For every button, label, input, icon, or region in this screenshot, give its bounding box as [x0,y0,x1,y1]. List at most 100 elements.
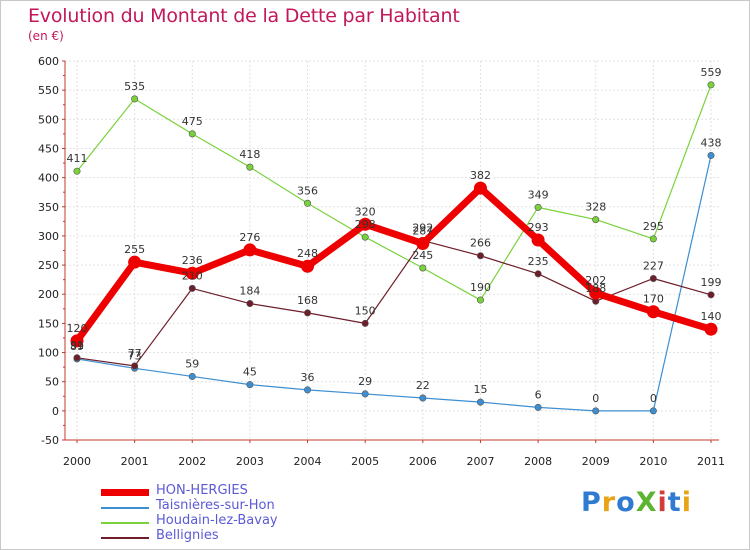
data-label: 190 [470,281,491,294]
data-label: 29 [358,375,372,388]
x-tick-label: 2007 [466,455,494,468]
data-point [361,390,369,398]
y-tick-label: 150 [38,317,59,330]
data-label: 356 [297,184,318,197]
data-label: 266 [470,237,491,250]
data-label: 293 [528,221,549,234]
data-label: 150 [355,304,376,317]
data-label: 320 [355,205,376,218]
data-label: 298 [355,218,376,231]
x-tick-label: 2008 [524,455,552,468]
data-label: 276 [239,231,260,244]
x-tick-label: 2005 [351,455,379,468]
data-point [246,300,254,308]
data-point [131,362,139,370]
data-point [304,199,312,207]
data-label: 418 [239,148,260,161]
data-label: 287 [412,225,433,238]
data-label: 411 [67,152,88,165]
data-label: 59 [185,357,199,370]
data-point [646,305,660,319]
x-tick-label: 2002 [178,455,206,468]
data-point [476,398,484,406]
data-point [534,270,542,278]
data-label: 255 [124,243,145,256]
data-point [73,167,81,175]
y-tick-label: 300 [38,230,59,243]
data-point [131,95,139,103]
data-label: 295 [643,220,664,233]
data-label: 210 [182,269,203,282]
legend-swatch [101,537,149,539]
data-label: 535 [124,80,145,93]
data-label: 45 [243,366,257,379]
legend-label: Houdain-lez-Bavay [156,513,278,528]
y-tick-label: 400 [38,172,59,185]
data-label: 170 [643,293,664,306]
y-tick-label: 100 [38,347,59,360]
legend-label: Bellignies [156,528,219,543]
data-label: 91 [70,339,84,352]
chart-unit-subtitle: (en €) [28,29,64,43]
data-point [649,235,657,243]
data-label: 199 [701,276,722,289]
data-point [704,322,718,336]
data-label: 73 [128,349,142,362]
chart-title: Evolution du Montant de la Dette par Hab… [28,5,460,27]
data-label: 184 [239,285,260,298]
proxiti-logo: ProXiti [581,487,692,518]
y-tick-label: 350 [38,201,59,214]
data-point [707,291,715,299]
x-tick-label: 2009 [582,455,610,468]
legend-swatch [101,507,149,509]
y-tick-label: 600 [38,55,59,68]
data-point [419,394,427,402]
data-point [416,237,430,251]
data-label: 36 [301,371,315,384]
legend-label: Taisnières-sur-Hon [156,498,275,513]
data-label: 227 [643,259,664,272]
data-point [301,259,315,273]
series-line-taisni-res-sur-hon [76,155,712,412]
data-point [534,203,542,211]
y-tick-label: 450 [38,142,59,155]
data-point [534,403,542,411]
y-tick-label: 500 [38,113,59,126]
data-label: 328 [585,201,606,214]
data-label: 236 [182,254,203,267]
data-point [707,151,715,159]
data-point [361,319,369,327]
data-point [419,264,427,272]
data-label: 77 [128,347,142,360]
data-point [246,381,254,389]
y-tick-label: 550 [38,84,59,97]
data-label: 292 [412,222,433,235]
x-tick-label: 2011 [697,455,725,468]
data-point [188,284,196,292]
legend-item: Taisnières-sur-Hon [101,498,421,514]
data-label: 0 [650,392,657,405]
x-tick-label: 2004 [294,455,322,468]
data-label: 349 [528,188,549,201]
y-tick-label: 250 [38,259,59,272]
legend-swatch [101,522,149,524]
data-label: 382 [470,169,491,182]
data-point [185,266,199,280]
x-tick-label: 2010 [639,455,667,468]
legend-item: HON-HERGIES [101,483,421,499]
data-label: 89 [70,340,84,353]
data-label: 188 [585,282,606,295]
data-point [243,243,257,257]
data-point [70,334,84,348]
data-point [73,354,81,362]
data-point [128,255,142,269]
legend-swatch [101,489,149,496]
series-line-hon-hergies [74,184,713,343]
data-label: 559 [701,66,722,79]
legend-label: HON-HERGIES [156,483,248,498]
data-point [649,407,657,415]
data-point [476,296,484,304]
x-tick-label: 2003 [236,455,264,468]
legend-item: Houdain-lez-Bavay [101,513,421,529]
data-label: 168 [297,294,318,307]
